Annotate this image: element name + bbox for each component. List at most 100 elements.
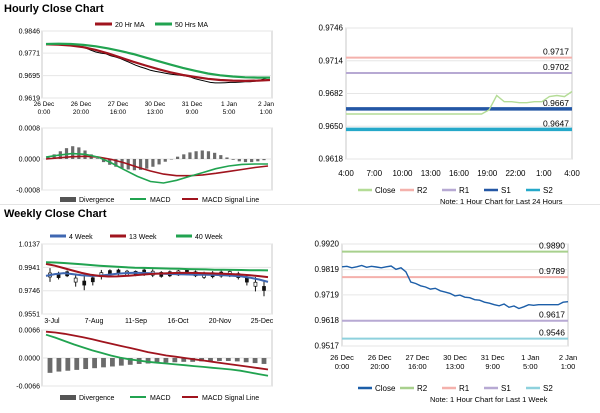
- candle-body: [90, 277, 95, 283]
- x-tick-label: 9:00: [186, 109, 199, 116]
- legend-label-4-week: 4 Week: [69, 234, 93, 241]
- legend-label-40-week: 40 Week: [195, 234, 223, 241]
- y-tick-label: 0.9719: [315, 290, 340, 299]
- hourly-section-title: Hourly Close Chart: [4, 3, 104, 15]
- y-tick-label: 0.9619: [19, 96, 41, 103]
- divergence-bar: [92, 358, 97, 369]
- legend-swatch-divergence: [60, 197, 76, 202]
- divergence-bar: [154, 358, 160, 364]
- legend-label-s1: S1: [501, 384, 511, 393]
- x-tick-label: 26 Dec: [368, 353, 392, 362]
- divergence-bar: [262, 159, 266, 161]
- x-tick-label: 19:00: [477, 169, 498, 178]
- divergence-bar: [225, 157, 229, 159]
- pivot-value-r2: 0.9717: [543, 47, 569, 57]
- y-tick-label: 0.9746: [19, 288, 41, 295]
- divergence-bar: [200, 150, 204, 159]
- y-tick-label: 0.0066: [19, 328, 41, 335]
- divergence-bar: [114, 159, 118, 167]
- section-divider: [0, 204, 600, 205]
- legend-label-s1: S1: [501, 186, 511, 195]
- x-tick-label: 2 Jan: [559, 353, 577, 362]
- divergence-bar: [169, 159, 174, 160]
- x-tick-label: 27 Dec: [405, 353, 429, 362]
- y-tick-label: -0.0066: [16, 384, 40, 391]
- pivot-value-r1: 0.9702: [543, 62, 569, 72]
- x-tick-label: 1:00: [260, 109, 273, 116]
- pivot-value-s2: 0.9546: [539, 328, 565, 338]
- x-tick-label: 30 Dec: [145, 101, 166, 108]
- divergence-bar: [110, 358, 115, 367]
- weekly-pivot-legend: Close R2 R1 S1 S2: [358, 384, 553, 393]
- x-tick-label: 30 Dec: [443, 353, 467, 362]
- legend-label-macd: MACD: [150, 395, 171, 402]
- divergence-bar: [47, 358, 53, 373]
- legend-label-divergence: Divergence: [79, 395, 115, 402]
- divergence-bar: [127, 358, 133, 365]
- divergence-bar: [132, 159, 136, 171]
- x-tick-label: 20:00: [370, 362, 389, 371]
- divergence-bar: [163, 159, 167, 162]
- divergence-bar: [243, 159, 248, 163]
- x-tick-label: 1:00: [536, 169, 552, 178]
- divergence-bar: [83, 358, 89, 370]
- divergence-bar: [101, 358, 106, 368]
- macd-line: [45, 333, 269, 377]
- weekly-price-legend: 4 Week 13 Week 40 Week: [50, 234, 223, 241]
- x-tick-label: 16:00: [110, 109, 127, 116]
- ma-line-40-week: [45, 261, 269, 272]
- legend-label-close: Close: [375, 384, 396, 393]
- x-tick-label: 31 Dec: [182, 101, 203, 108]
- legend-label-r2: R2: [417, 186, 428, 195]
- candle-body: [73, 277, 78, 283]
- pivot-value-r1: 0.9789: [539, 266, 565, 276]
- divergence-bar: [52, 154, 56, 159]
- legend-label-macd: MACD: [150, 197, 171, 204]
- hourly-price-legend: 20 Hr MA 50 Hrs MA: [95, 22, 208, 29]
- legend-label-20hr-ma: 20 Hr MA: [115, 22, 145, 29]
- y-tick-label: 0.9771: [19, 51, 41, 58]
- x-tick-label: 1 Jan: [521, 353, 539, 362]
- x-tick-label: 16-Oct: [167, 318, 188, 325]
- divergence-bar: [194, 151, 198, 159]
- divergence-bar: [237, 159, 241, 162]
- divergence-bar: [120, 159, 124, 169]
- y-tick-label: 0.9551: [19, 312, 41, 319]
- divergence-bar: [181, 358, 187, 362]
- divergence-bar: [243, 358, 249, 363]
- pivot-value-s1: 0.9667: [543, 98, 569, 108]
- x-tick-label: 4:00: [338, 169, 354, 178]
- x-tick-label: 16:00: [408, 362, 427, 371]
- divergence-bar: [95, 158, 99, 159]
- legend-label-s2: S2: [543, 384, 553, 393]
- x-tick-label: 16:00: [449, 169, 470, 178]
- x-tick-label: 0:00: [335, 362, 350, 371]
- legend-label-r1: R1: [459, 384, 470, 393]
- x-tick-label: 11-Sep: [125, 318, 147, 325]
- close-line: [346, 90, 573, 115]
- x-tick-label: 20-Nov: [209, 318, 232, 325]
- y-tick-label: 0.9846: [19, 29, 41, 36]
- ma-line-20-hr-ma: [45, 43, 271, 83]
- divergence-bar: [182, 154, 186, 159]
- divergence-bar: [138, 159, 143, 170]
- x-tick-label: 7-Aug: [85, 318, 104, 325]
- weekly-pivot-note: Note: 1 Hour Chart for Last 1 Week: [430, 395, 548, 404]
- legend-swatch-divergence: [60, 395, 76, 400]
- divergence-bar: [256, 159, 260, 162]
- ma-line-50-hrs-ma: [45, 42, 270, 79]
- x-tick-label: 10:00: [392, 169, 413, 178]
- divergence-bar: [250, 159, 254, 163]
- candle-body: [262, 286, 266, 291]
- x-tick-label: 22:00: [505, 169, 526, 178]
- y-tick-label: 0.9714: [319, 56, 344, 65]
- divergence-bar: [252, 358, 258, 364]
- divergence-bar: [163, 358, 169, 363]
- close-line: [341, 264, 569, 310]
- divergence-bar: [65, 358, 71, 371]
